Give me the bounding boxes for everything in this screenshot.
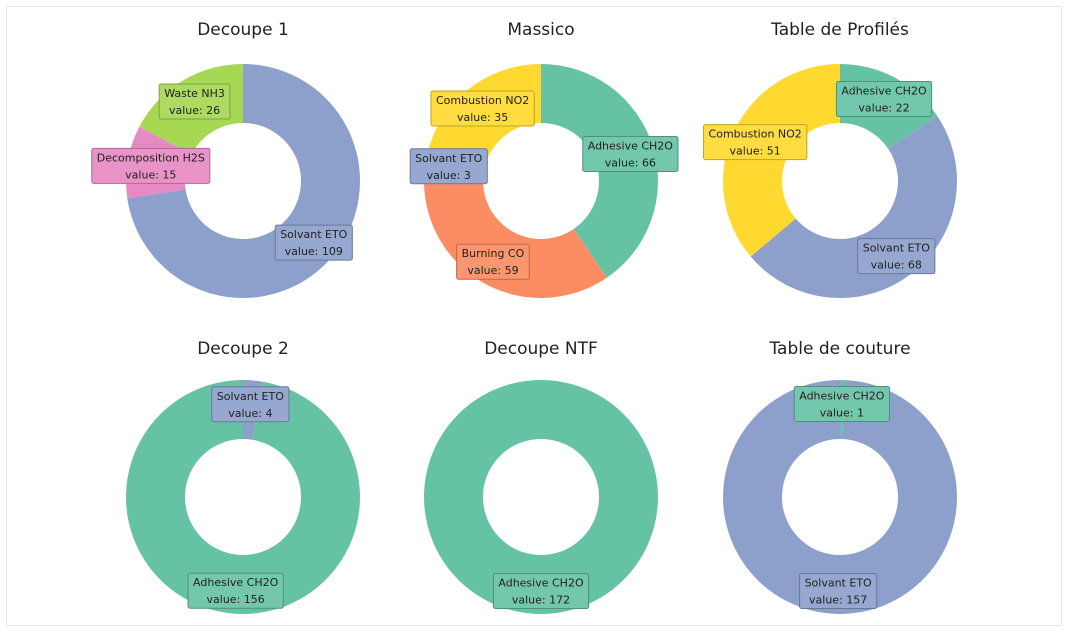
slice-label: Combustion NO2 value: 51 [703, 124, 808, 161]
slice-label-box [857, 238, 936, 275]
slice-label: Decomposition H2S value: 15 [91, 147, 211, 184]
donut-table-de-profil-s: Table de Profilés Adhesive CH2O value: 22 S… [703, 20, 957, 298]
slice-label-box [456, 243, 530, 280]
slice-label-box [793, 386, 890, 423]
slice-solvant-eto[interactable] [722, 380, 957, 614]
donut-decoupe-2: Decoupe 2 Solvant ETO value: 4 Adhesive CH2… [125, 339, 360, 615]
chart-title: Table de couture [768, 339, 910, 359]
slice-label-value: value: 172 [512, 594, 570, 607]
slice-label: Solvant ETO value: 4 [211, 386, 290, 423]
slice-combustion-no2[interactable] [723, 64, 840, 257]
slice-label-value: value: 66 [605, 156, 656, 169]
slice-label: Solvant ETO value: 3 [409, 148, 488, 185]
slice-label-name: Combustion NO2 [709, 128, 802, 141]
chart-title: Decoupe 1 [197, 20, 289, 40]
slice-label-name: Decomposition H2S [97, 151, 205, 164]
slice-label-box [799, 572, 878, 609]
slice-label-value: value: 157 [809, 593, 867, 606]
slice-label-name: Adhesive CH2O [588, 139, 674, 152]
slice-label-name: Adhesive CH2O [193, 576, 279, 589]
slice-label-name: Solvant ETO [863, 242, 930, 255]
slice-label-value: value: 156 [207, 593, 265, 606]
slice-label-name: Adhesive CH2O [799, 390, 885, 403]
chart-title: Table de Profilés [770, 20, 909, 40]
chart-title: Massico [507, 20, 574, 40]
slice-label-value: value: 68 [871, 259, 922, 272]
slice-label-value: value: 3 [427, 169, 471, 182]
slice-adhesive-ch2o[interactable] [125, 380, 360, 615]
slice-label: Solvant ETO value: 157 [799, 572, 878, 609]
slice-label-box [703, 124, 808, 161]
slice-label-value: value: 109 [285, 245, 343, 258]
slice-label-box [430, 90, 535, 127]
slice-label-name: Adhesive CH2O [841, 85, 927, 98]
slice-label-value: value: 51 [730, 145, 781, 158]
slice-label: Solvant ETO value: 109 [274, 224, 353, 261]
slice-label: Adhesive CH2O value: 66 [582, 135, 679, 172]
chart-title: Decoupe 2 [197, 339, 289, 359]
slice-adhesive-ch2o[interactable] [423, 380, 658, 614]
slice-label-name: Solvant ETO [280, 228, 347, 241]
slice-label-box [274, 224, 353, 261]
slice-label: Combustion NO2 value: 35 [430, 90, 535, 127]
slice-label: Burning CO value: 59 [456, 243, 530, 280]
slice-label-name: Waste NH3 [164, 87, 225, 100]
slice-label-box [835, 81, 933, 118]
slice-label-value: value: 15 [125, 168, 176, 181]
slice-label-box [91, 147, 211, 184]
slice-label-name: Solvant ETO [217, 390, 284, 403]
slice-label-box [158, 83, 231, 120]
chart-title: Decoupe NTF [484, 339, 598, 359]
slice-label-box [211, 386, 290, 423]
donut-decoupe-ntf: Decoupe NTF Adhesive CH2O value: 172 [423, 339, 658, 614]
slice-label-box [187, 572, 284, 609]
slice-label-box [409, 148, 488, 185]
slice-label-value: value: 22 [858, 102, 909, 115]
slice-label-value: value: 59 [467, 264, 518, 277]
slice-label: Adhesive CH2O value: 22 [835, 81, 933, 118]
slice-label-value: value: 35 [457, 111, 508, 124]
slice-label-value: value: 26 [169, 104, 220, 117]
slice-label: Adhesive CH2O value: 1 [793, 386, 890, 423]
slice-label-box [582, 135, 679, 172]
slice-label-name: Burning CO [462, 247, 525, 260]
slice-label-value: value: 4 [228, 407, 272, 420]
donut-table-de-couture: Table de couture Adhesive CH2O value: 1 Sol… [722, 339, 957, 614]
slice-label: Adhesive CH2O value: 172 [492, 573, 590, 609]
slice-label: Adhesive CH2O value: 156 [187, 572, 284, 609]
donut-massico: Massico Adhesive CH2O value: 66 Burning CO v… [409, 20, 679, 298]
slice-label-box [492, 573, 590, 609]
slice-label: Waste NH3 value: 26 [158, 83, 231, 120]
donut-decoupe-1: Decoupe 1 Solvant ETO value: 109 Decomposit… [91, 20, 361, 299]
slice-label: Solvant ETO value: 68 [857, 238, 936, 275]
slice-label-name: Solvant ETO [415, 152, 482, 165]
slice-label-name: Combustion NO2 [436, 94, 529, 107]
slice-label-name: Solvant ETO [805, 576, 872, 589]
slice-label-value: value: 1 [820, 407, 864, 420]
slice-label-name: Adhesive CH2O [498, 577, 584, 590]
